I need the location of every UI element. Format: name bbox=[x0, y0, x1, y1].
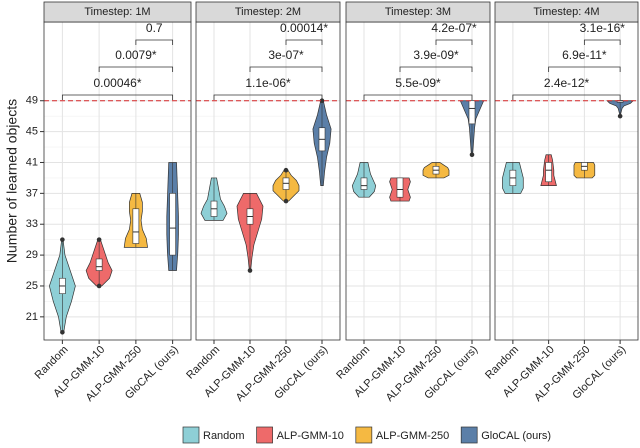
p-value: 3.9e-09* bbox=[413, 48, 459, 62]
legend-key bbox=[256, 426, 273, 444]
strip-title: Timestep: 3M bbox=[385, 6, 451, 18]
outlier bbox=[247, 268, 253, 273]
p-value: 4.2e-07* bbox=[431, 21, 477, 35]
y-tick-label: 49 bbox=[26, 95, 38, 107]
legend-label: GloCAL (ours) bbox=[481, 430, 551, 442]
comparison-bracket bbox=[61, 94, 174, 100]
comparison-bracket bbox=[285, 39, 323, 45]
comparison-bracket bbox=[213, 94, 323, 100]
comparison-bracket bbox=[135, 39, 174, 45]
outlier bbox=[617, 113, 623, 119]
strip bbox=[43, 1, 192, 23]
box bbox=[360, 177, 368, 190]
y-axis-title: Number of learned objects bbox=[4, 99, 20, 263]
y-tick-label: 29 bbox=[26, 249, 38, 261]
strip bbox=[195, 1, 341, 23]
p-value: 2.4e-12* bbox=[544, 76, 590, 90]
strip-title: Timestep: 1M bbox=[84, 6, 150, 18]
legend-key bbox=[460, 426, 478, 444]
p-value: 0.7 bbox=[146, 21, 163, 35]
outlier bbox=[96, 237, 102, 242]
comparison-bracket bbox=[399, 66, 473, 72]
p-value: 1.1e-06* bbox=[245, 76, 291, 90]
comparison-bracket bbox=[583, 39, 621, 45]
p-value: 6.9e-11* bbox=[562, 48, 607, 62]
p-value: 3.1e-16* bbox=[580, 21, 626, 35]
outlier bbox=[469, 152, 475, 158]
p-value: 0.0079* bbox=[115, 48, 157, 62]
p-value: 5.5e-09* bbox=[395, 76, 441, 90]
legend-key bbox=[182, 426, 200, 444]
outlier bbox=[60, 237, 65, 242]
box bbox=[132, 208, 140, 244]
legend-label: ALP-GMM-250 bbox=[376, 430, 449, 442]
box bbox=[396, 177, 404, 198]
panel-background bbox=[196, 22, 340, 340]
comparison-bracket bbox=[363, 94, 473, 100]
comparison-bracket bbox=[435, 39, 473, 45]
outlier bbox=[60, 329, 65, 335]
comparison-bracket bbox=[512, 94, 621, 100]
strip-title: Timestep: 2M bbox=[235, 6, 301, 18]
box bbox=[169, 193, 176, 256]
p-value: 3e-07* bbox=[268, 48, 304, 62]
y-tick-label: 25 bbox=[26, 280, 38, 292]
strip-title: Timestep: 4M bbox=[533, 6, 599, 18]
box bbox=[468, 100, 476, 125]
legend-label: Random bbox=[203, 430, 245, 442]
p-value: 0.00014* bbox=[280, 21, 328, 35]
x-tick-label: Random bbox=[33, 344, 71, 382]
comparison-bracket bbox=[98, 66, 174, 72]
legend-label: ALP-GMM-10 bbox=[277, 430, 344, 442]
comparison-bracket bbox=[548, 66, 621, 72]
outlier bbox=[96, 283, 102, 289]
outlier bbox=[319, 98, 325, 104]
y-tick-label: 21 bbox=[26, 311, 38, 323]
y-tick-label: 41 bbox=[26, 156, 38, 168]
p-value: 0.00046* bbox=[93, 76, 141, 90]
y-tick-label: 37 bbox=[26, 187, 38, 199]
comparison-bracket bbox=[249, 66, 323, 72]
strip bbox=[345, 1, 491, 23]
box bbox=[95, 258, 103, 271]
box bbox=[545, 162, 552, 183]
y-tick-label: 45 bbox=[26, 126, 38, 138]
y-tick-label: 33 bbox=[26, 218, 38, 230]
legend-key bbox=[355, 426, 373, 444]
outlier bbox=[283, 167, 289, 173]
strip bbox=[494, 1, 639, 23]
outlier bbox=[283, 198, 289, 204]
